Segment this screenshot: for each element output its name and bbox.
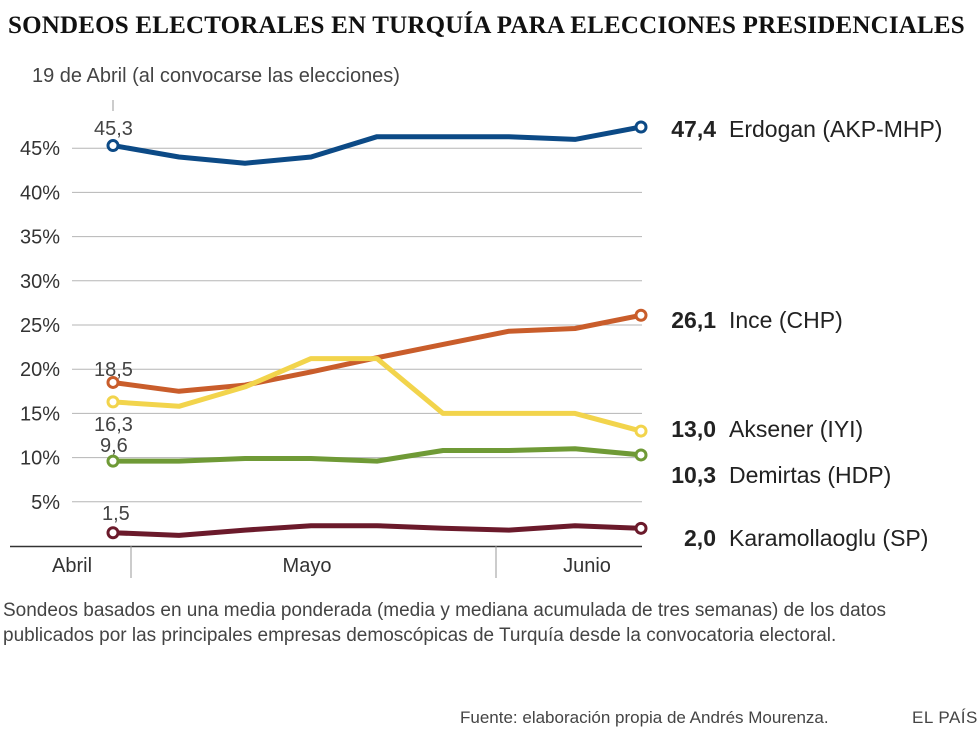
chart-subtitle: 19 de Abril (al convocarse las eleccione… — [32, 65, 400, 87]
x-tick-label: Mayo — [283, 555, 332, 577]
grid — [72, 147, 642, 503]
y-axis: 5% 10% 15% 20% 25% 30% 35% 40% 45% — [20, 138, 60, 514]
x-axis: Abril Mayo Junio — [10, 545, 642, 578]
series-start-label: 1,5 — [102, 503, 130, 525]
series-end-marker — [634, 448, 648, 462]
x-tick-label: Abril — [52, 555, 92, 577]
series-lines — [106, 120, 648, 540]
series-line — [110, 124, 644, 166]
x-tick-label: Junio — [563, 555, 611, 577]
y-tick-label: 5% — [31, 492, 60, 514]
line-chart: 19 de Abril (al convocarse las eleccione… — [10, 65, 942, 578]
y-tick-label: 40% — [20, 182, 60, 204]
series-line — [110, 523, 644, 538]
series-labels: 45,3 47,4 Erdogan (AKP-MHP) 18,5 26,1 Ince (C… — [94, 116, 942, 551]
series-start-marker — [106, 375, 120, 389]
y-tick-label: 35% — [20, 227, 60, 249]
series-start-marker — [106, 526, 120, 540]
methodology-note: Sondeos basados en una media ponderada (… — [3, 600, 887, 646]
series-name: Demirtas (HDP) — [729, 462, 891, 488]
series-end-value: 47,4 — [671, 116, 716, 142]
series-name: Ince (CHP) — [729, 307, 843, 333]
series-line — [110, 356, 644, 434]
series-end-value: 2,0 — [684, 525, 716, 551]
series-end-marker — [634, 521, 648, 535]
y-tick-label: 30% — [20, 271, 60, 293]
series-name: Aksener (IYI) — [729, 416, 863, 442]
series-end-value: 13,0 — [671, 416, 716, 442]
y-tick-label: 15% — [20, 403, 60, 425]
series-end-marker — [634, 424, 648, 438]
y-tick-label: 25% — [20, 315, 60, 337]
series-start-marker — [106, 139, 120, 153]
source-credit: Fuente: elaboración propia de Andrés Mou… — [460, 708, 829, 727]
series-line — [110, 312, 644, 394]
series-end-marker — [634, 120, 648, 134]
y-tick-label: 10% — [20, 448, 60, 470]
series-start-marker — [106, 395, 120, 409]
y-tick-label: 20% — [20, 359, 60, 381]
series-name: Erdogan (AKP-MHP) — [729, 116, 942, 142]
series-start-label: 45,3 — [94, 118, 133, 140]
series-start-label: 9,6 — [100, 435, 128, 457]
series-start-marker — [106, 454, 120, 468]
chart-title: SONDEOS ELECTORALES EN TURQUÍA PARA ELEC… — [8, 12, 965, 39]
series-end-marker — [634, 308, 648, 322]
y-tick-label: 45% — [20, 138, 60, 160]
publisher-logo: EL PAÍS — [912, 708, 978, 727]
series-start-label: 18,5 — [94, 359, 133, 381]
series-line — [110, 446, 644, 464]
series-end-value: 10,3 — [671, 462, 716, 488]
series-name: Karamollaoglu (SP) — [729, 525, 928, 551]
series-start-label: 16,3 — [94, 414, 133, 436]
series-end-value: 26,1 — [671, 307, 716, 333]
